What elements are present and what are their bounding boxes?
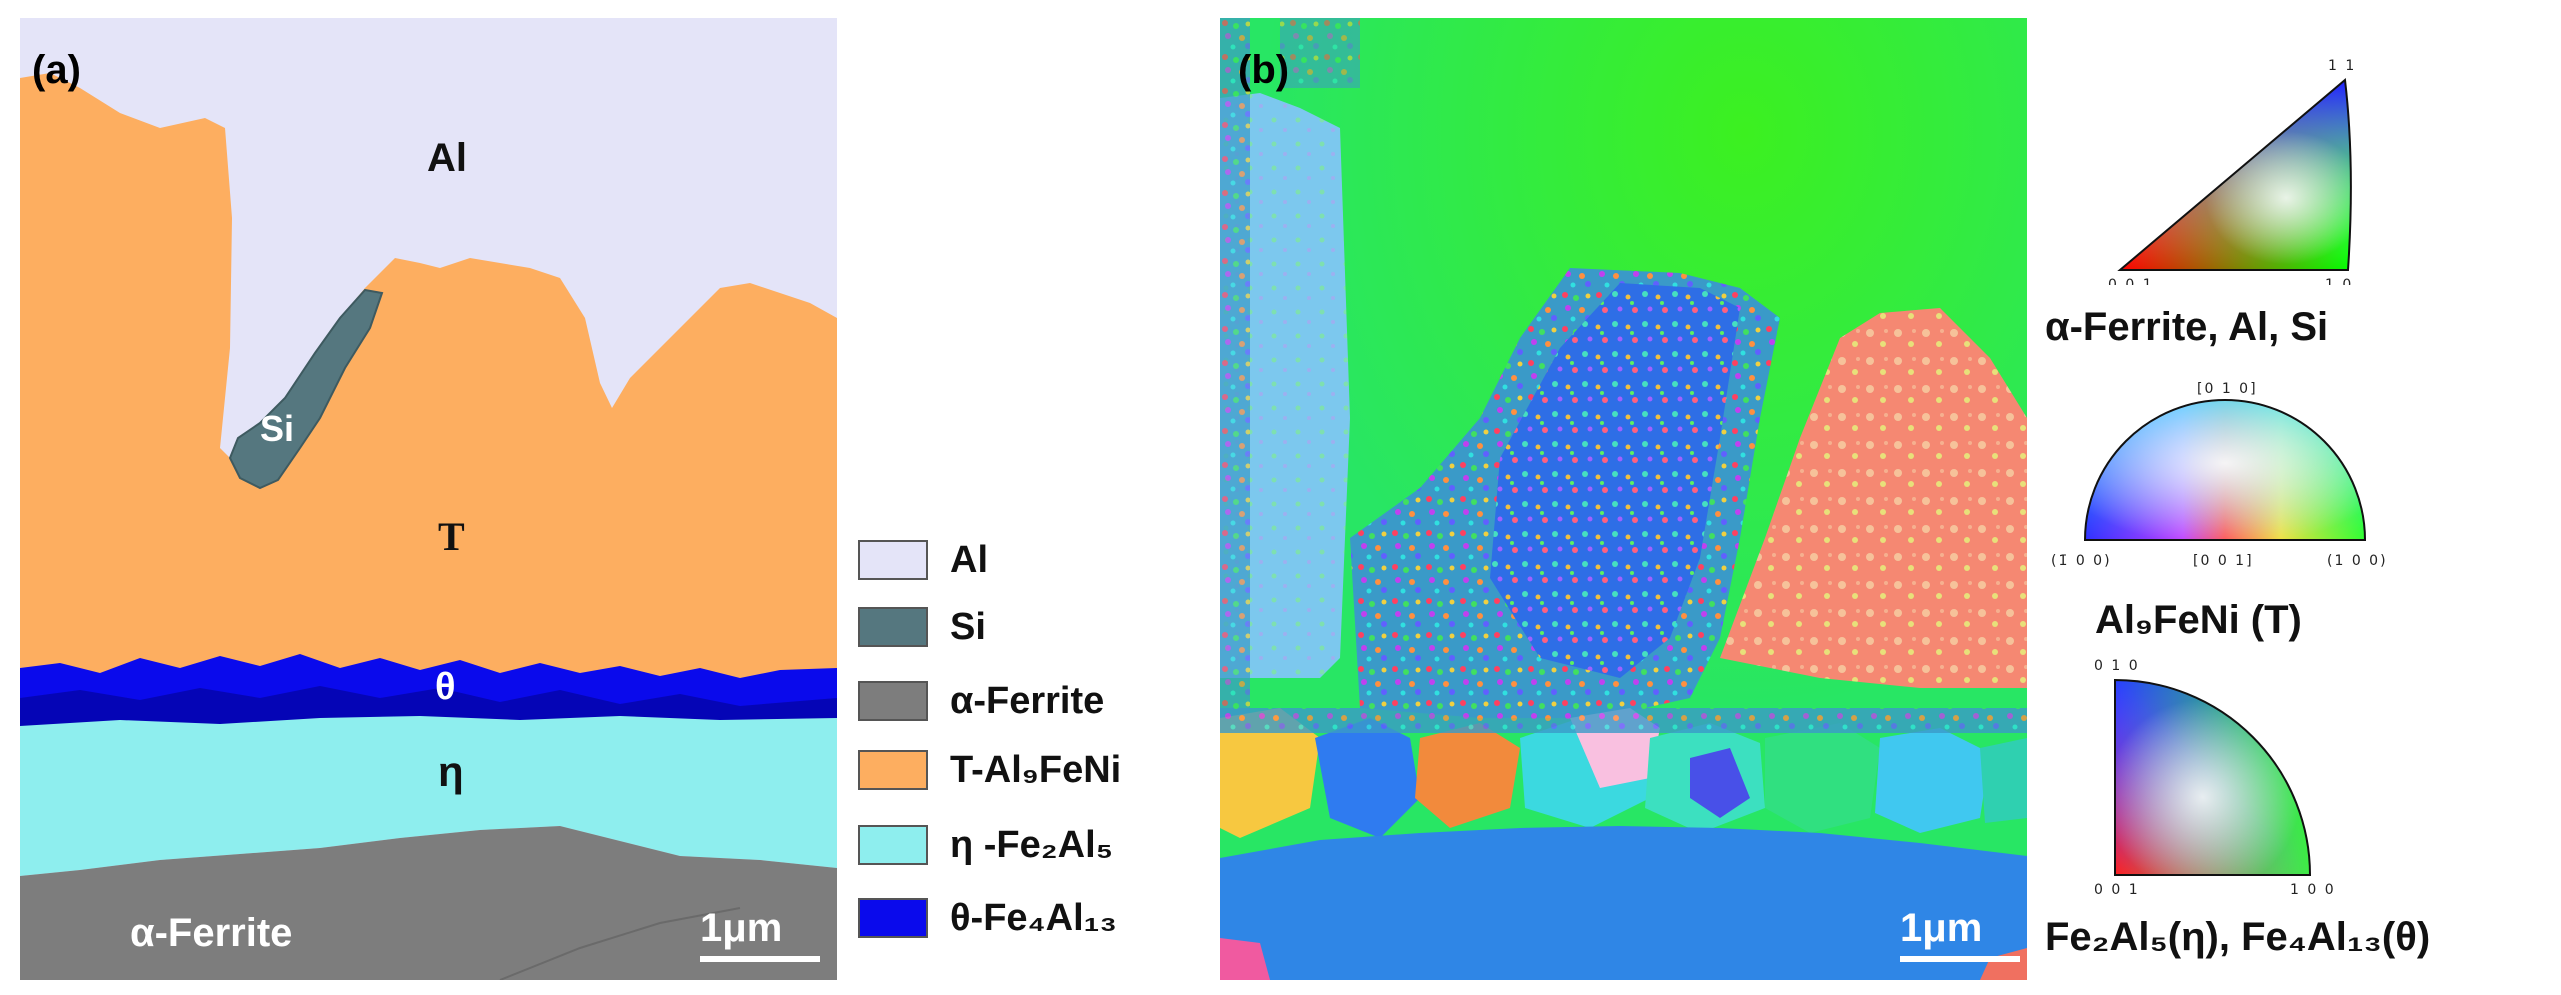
ferrite-region	[20, 826, 837, 980]
label-eta: η	[438, 748, 464, 795]
ipf-triangle: 1 1 1 0 0 1 1 0 1	[2108, 58, 2360, 285]
legend-label: α-Ferrite	[950, 679, 1105, 722]
label-theta: θ	[435, 666, 456, 708]
legend-swatch	[858, 898, 928, 938]
scale-bar-a	[700, 956, 820, 962]
legend-label: θ-Fe₄Al₁₃	[950, 896, 1117, 939]
scale-bar-b-label: 1μm	[1900, 906, 1983, 950]
panel-a-label: (a)	[32, 48, 81, 92]
scale-bar-b	[1900, 956, 2020, 962]
ipf2-top: [0 1 0]	[2197, 381, 2258, 397]
ipf3-caption: Fe₂Al₅(η), Fe₄Al₁₃(θ)	[2045, 915, 2431, 959]
ipf-key-monoclinic: 0 1 0 0 0 1 1 0 0	[2080, 650, 2350, 900]
si-region	[228, 288, 384, 490]
legend-swatch	[858, 681, 928, 721]
scale-bar-a-label: 1μm	[700, 906, 783, 950]
legend-label: Al	[950, 538, 988, 581]
ipf-key-cubic: 1 1 1 0 0 1 1 0 1	[2100, 45, 2360, 285]
ipf-quarter-disc: 0 1 0 0 0 1 1 0 0	[2094, 658, 2336, 898]
ipf1-corner-right: 1 0 1	[2325, 277, 2360, 285]
legend-label: η -Fe₂Al₅	[950, 823, 1114, 866]
ipf2-caption: Al₉FeNi (T)	[2095, 598, 2302, 642]
label-ferrite: α-Ferrite	[130, 911, 293, 955]
blue-grain	[1490, 283, 1740, 678]
ipf-key-orthorhombic: [0 1 0] (1̄ 0 0) [0 0 1] (1 0 0)	[2045, 355, 2405, 585]
ipf2-right: (1 0 0)	[2327, 553, 2388, 569]
legend-item-si: Si	[858, 602, 986, 652]
legend-label: T-Al₉FeNi	[950, 748, 1122, 791]
phase-map-image	[20, 18, 837, 980]
ipf1-corner-left: 0 0 1	[2108, 277, 2154, 285]
label-t: T	[438, 514, 465, 559]
legend-item-eta: η -Fe₂Al₅	[858, 820, 1113, 870]
ipf1-corner-top: 1 1 1	[2328, 58, 2360, 74]
label-si: Si	[260, 408, 295, 449]
legend-item-ferrite: α-Ferrite	[858, 676, 1104, 726]
t-phase-region	[20, 73, 837, 718]
legend-swatch	[858, 607, 928, 647]
label-al: Al	[427, 136, 467, 180]
ipf3-bottom-left: 0 0 1	[2094, 882, 2140, 898]
panel-b-label: (b)	[1238, 48, 1290, 92]
legend-swatch	[858, 750, 928, 790]
ipf3-bottom-right: 1 0 0	[2290, 882, 2336, 898]
ipf2-center: [0 0 1]	[2193, 553, 2254, 569]
ipf2-left: (1̄ 0 0)	[2051, 553, 2112, 569]
salmon-grain	[1720, 308, 2027, 688]
legend-swatch	[858, 825, 928, 865]
ipf3-top: 0 1 0	[2094, 658, 2140, 674]
phase-map-panel: (a) Al Si T θ η α-Ferrite 1μm	[20, 18, 837, 980]
eta-layer	[20, 716, 837, 876]
legend-label: Si	[950, 605, 986, 648]
cyan-grain	[1220, 93, 1350, 678]
legend-item-t: T-Al₉FeNi	[858, 745, 1121, 795]
legend-swatch	[858, 540, 928, 580]
orientation-map-panel: (b) 1μm	[1220, 18, 2027, 980]
orientation-map-image	[1220, 18, 2027, 980]
legend-item-theta: θ-Fe₄Al₁₃	[858, 893, 1117, 943]
legend-item-al: Al	[858, 535, 988, 585]
ferrite-substrate	[1220, 826, 2027, 980]
ipf-semicircle: [0 1 0] (1̄ 0 0) [0 0 1] (1 0 0)	[2051, 381, 2388, 569]
ipf1-caption: α-Ferrite, Al, Si	[2045, 305, 2329, 349]
